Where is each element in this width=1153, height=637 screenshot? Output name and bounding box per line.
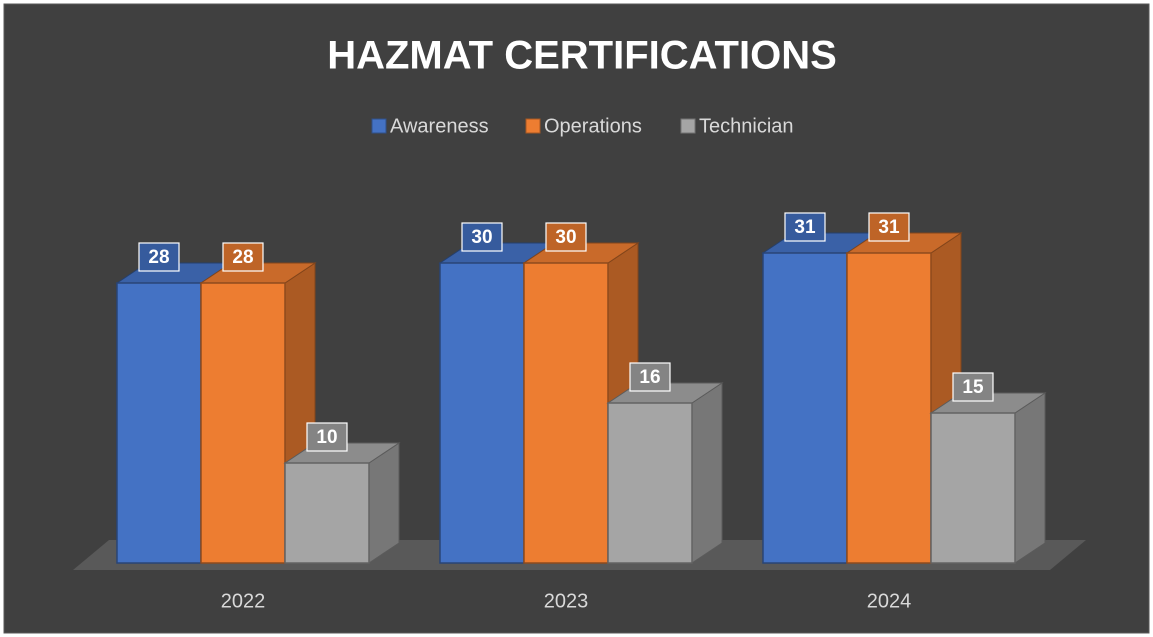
bar: [284, 462, 370, 564]
data-label: 30: [471, 227, 492, 248]
data-label-box: [545, 222, 587, 252]
data-label: 30: [555, 227, 576, 248]
bar: [116, 282, 202, 564]
bar: [523, 262, 609, 564]
x-tick-label: 2023: [544, 590, 589, 612]
legend-swatch: [680, 118, 696, 134]
data-label: 28: [232, 247, 253, 268]
legend-label: Awareness: [390, 115, 489, 137]
bar: [607, 402, 693, 564]
chart-title: HAZMAT CERTIFICATIONS: [327, 34, 837, 78]
legend-swatch: [525, 118, 541, 134]
bar: [846, 252, 932, 564]
legend-swatch: [371, 118, 387, 134]
data-label-box: [952, 372, 994, 402]
bar: [930, 412, 1016, 564]
data-label: 16: [639, 367, 660, 388]
legend-label: Technician: [699, 115, 794, 137]
data-label-box: [306, 422, 348, 452]
data-label-box: [629, 362, 671, 392]
bar: [200, 282, 286, 564]
bar: [762, 252, 848, 564]
bar: [439, 262, 525, 564]
data-label-box: [138, 242, 180, 272]
data-label: 31: [794, 217, 816, 238]
bar-side: [368, 442, 400, 564]
data-label: 15: [962, 377, 984, 398]
legend-label: Operations: [544, 115, 642, 137]
data-label-box: [784, 212, 826, 242]
data-label-box: [461, 222, 503, 252]
x-tick-label: 2022: [221, 590, 266, 612]
bar-side: [1014, 392, 1046, 564]
data-label: 10: [316, 427, 337, 448]
data-label-box: [868, 212, 910, 242]
data-label: 28: [148, 247, 169, 268]
data-label: 31: [878, 217, 900, 238]
data-label-box: [222, 242, 264, 272]
bar-side: [691, 382, 723, 564]
x-tick-label: 2024: [867, 590, 912, 612]
